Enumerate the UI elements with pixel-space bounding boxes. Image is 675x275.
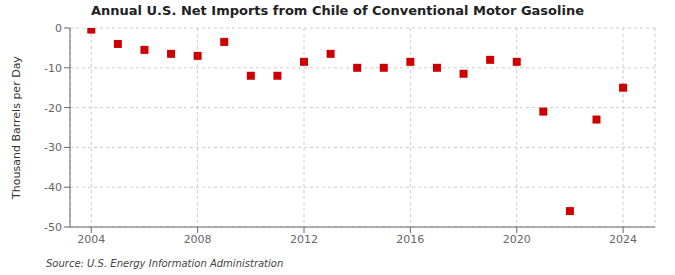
- svg-text:2024: 2024: [609, 233, 637, 246]
- svg-text:2004: 2004: [77, 233, 105, 246]
- svg-text:-40: -40: [44, 181, 62, 194]
- html-text:Annual U.S. Net Imports from C: Annual U.S. Net Imports from Chile of Co…: [91, 3, 584, 18]
- svg-text:2020: 2020: [503, 233, 531, 246]
- svg-text:-20: -20: [44, 102, 62, 115]
- svg-text:2012: 2012: [290, 233, 318, 246]
- svg-text:-30: -30: [44, 141, 62, 154]
- svg-text:2008: 2008: [184, 233, 212, 246]
- svg-text:-50: -50: [44, 221, 62, 234]
- svg-text:0: 0: [55, 22, 62, 35]
- svg-text:-10: -10: [44, 62, 62, 75]
- svg-text:Thousand Barrels per Day: Thousand Barrels per Day: [10, 56, 23, 200]
- html-text:Source: U.S. Energy Informatio: Source: U.S. Energy Information Administ…: [46, 258, 284, 269]
- svg-text:2016: 2016: [396, 233, 424, 246]
